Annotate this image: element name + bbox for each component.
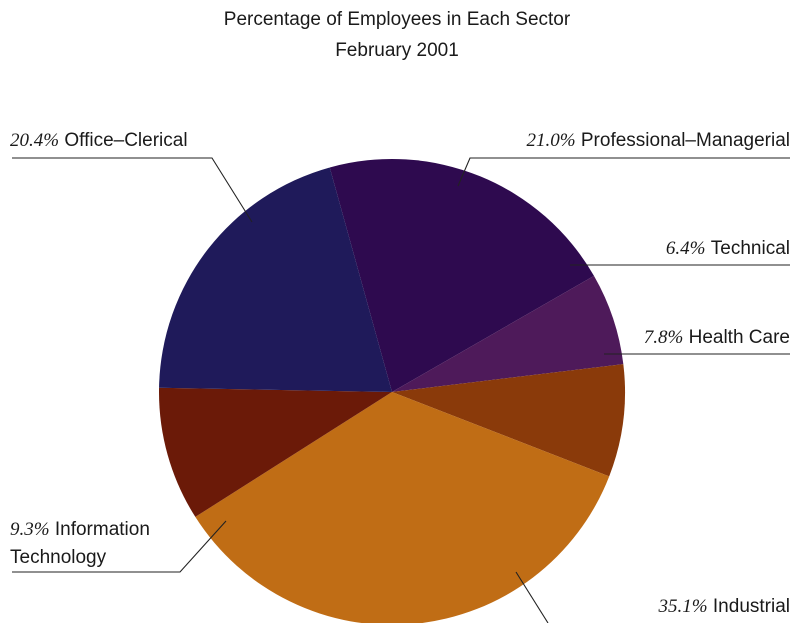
slice-label-technical: 6.4% Technical — [666, 238, 790, 259]
pie-slice-health-care — [392, 364, 625, 477]
slice-label-professional-managerial: 21.0% Professional–Managerial — [527, 130, 790, 151]
chart-subtitle: February 2001 — [335, 40, 459, 61]
slice-labels: 21.0% Professional–Managerial 6.4% Techni… — [10, 130, 790, 623]
slice-name: Information — [50, 519, 150, 540]
slice-percentage: 21.0% — [527, 130, 576, 151]
slice-name: Office–Clerical — [59, 130, 187, 151]
slice-percentage: 6.4% — [666, 238, 706, 259]
slice-label-health-care: 7.8% Health Care — [644, 327, 790, 348]
slice-percentage: 7.8% — [644, 327, 684, 348]
pie-slice-information-technology — [159, 387, 392, 517]
pie-slice-office-clerical — [159, 167, 392, 392]
slice-percentage: 20.4% — [10, 130, 59, 151]
leader-line-information-technology — [12, 520, 227, 573]
slice-percentage: 35.1% — [658, 596, 708, 617]
slice-name: Health Care — [683, 327, 790, 348]
pie-slice-professional-managerial — [329, 158, 594, 392]
slice-percentage: 9.3% — [10, 519, 50, 540]
slice-label-information-technology-line-1: 9.3% Information — [10, 519, 150, 540]
pie-slice-technical — [392, 275, 624, 392]
slice-name: Professional–Managerial — [576, 130, 790, 151]
slice-name: Industrial — [708, 596, 790, 617]
leader-line-industrial — [515, 571, 549, 623]
leader-line-professional-managerial — [457, 157, 790, 187]
pie-slices — [159, 158, 625, 623]
pie-slice-industrial — [195, 392, 610, 623]
leader-line-office-clerical — [12, 157, 253, 223]
slice-name: Technical — [706, 238, 791, 259]
slice-label-information-technology-line-2: Technology — [10, 547, 107, 568]
chart-title: Percentage of Employees in Each Sector — [224, 9, 571, 30]
slice-label-office-clerical: 20.4% Office–Clerical — [10, 130, 188, 151]
slice-label-industrial: 35.1% Industrial — [658, 596, 790, 617]
